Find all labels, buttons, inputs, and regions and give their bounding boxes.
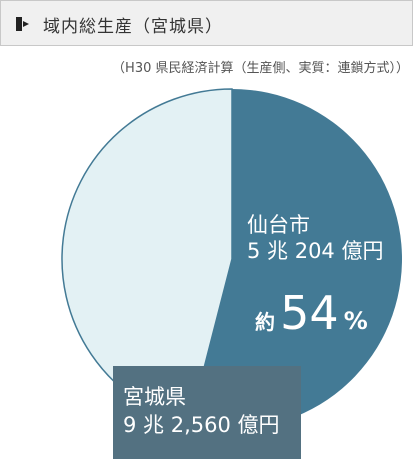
chevron-bullet-icon [16,17,29,31]
miyagi-total-box: 宮城県 9 兆 2,560 億円 [113,366,301,459]
pie-slice-sendai [189,89,402,429]
miyagi-value: 9 兆 2,560 億円 [123,413,280,438]
chart-title: 域内総生産（宮城県） [43,17,223,37]
percent-symbol: % [343,307,368,335]
percent-prefix: 約 [255,310,275,334]
sendai-label: 仙台市 5 兆 204 億円 [247,212,383,265]
sendai-name: 仙台市 [247,213,310,237]
sendai-value: 5 兆 204 億円 [247,239,384,264]
sendai-percent-label: 約 54 % [255,286,368,340]
chart-subtitle: （H30 県民経済計算（生産側、実質：連鎖方式）） [112,61,409,76]
chart-header: 域内総生産（宮城県） [0,0,413,46]
miyagi-name: 宮城県 [123,385,186,409]
percent-value: 54 [280,286,339,340]
